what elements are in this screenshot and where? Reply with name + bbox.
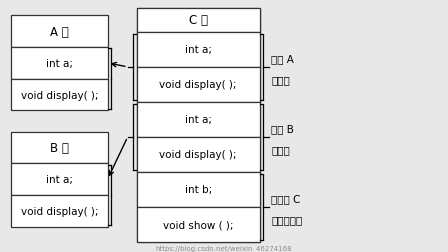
Bar <box>11 132 108 164</box>
Text: int a;: int a; <box>46 59 73 69</box>
Text: void display( );: void display( ); <box>159 150 237 160</box>
Bar <box>137 172 260 207</box>
Bar <box>11 195 108 227</box>
Text: void display( );: void display( ); <box>21 206 98 216</box>
Text: https://blog.csdn.net/weixin_46274168: https://blog.csdn.net/weixin_46274168 <box>156 244 292 251</box>
Text: void display( );: void display( ); <box>21 90 98 100</box>
Text: A 类: A 类 <box>50 26 69 39</box>
Bar <box>137 137 260 172</box>
Bar <box>11 79 108 111</box>
Bar <box>137 9 260 33</box>
Bar <box>11 16 108 48</box>
Bar <box>11 164 108 195</box>
Text: 的成员: 的成员 <box>271 75 290 85</box>
Text: 基类 A: 基类 A <box>271 54 294 64</box>
Bar <box>137 207 260 242</box>
Text: 新增的成员: 新增的成员 <box>271 215 303 225</box>
Text: int a;: int a; <box>46 175 73 184</box>
Text: 派生类 C: 派生类 C <box>271 194 301 204</box>
Text: B 类: B 类 <box>50 142 69 154</box>
Text: 的成员: 的成员 <box>271 145 290 155</box>
Text: C 类: C 类 <box>189 14 208 27</box>
Bar <box>11 48 108 79</box>
Bar <box>137 68 260 103</box>
Text: 基类 B: 基类 B <box>271 124 294 134</box>
Bar <box>137 33 260 68</box>
Bar <box>137 103 260 137</box>
Text: void show ( );: void show ( ); <box>163 219 233 230</box>
Text: int a;: int a; <box>185 115 212 125</box>
Text: int a;: int a; <box>185 45 212 55</box>
Text: int b;: int b; <box>185 185 212 195</box>
Bar <box>137 9 260 242</box>
Text: void display( );: void display( ); <box>159 80 237 90</box>
